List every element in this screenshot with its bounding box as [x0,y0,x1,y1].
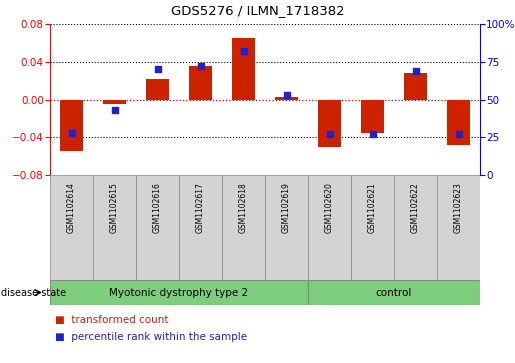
Text: GSM1102615: GSM1102615 [110,182,119,233]
Point [282,92,290,98]
Text: ■  transformed count: ■ transformed count [55,315,168,325]
FancyBboxPatch shape [136,175,179,280]
FancyBboxPatch shape [351,175,394,280]
FancyBboxPatch shape [93,175,136,280]
Text: GSM1102619: GSM1102619 [282,182,291,233]
Text: GSM1102614: GSM1102614 [67,182,76,233]
Bar [447,99,470,145]
Point [153,66,162,72]
Point [325,131,334,137]
FancyBboxPatch shape [50,175,93,280]
Bar [102,99,126,104]
Text: control: control [376,287,412,298]
Bar [360,99,384,132]
Text: disease state: disease state [1,287,65,298]
FancyBboxPatch shape [394,175,437,280]
FancyBboxPatch shape [179,175,222,280]
Text: GSM1102621: GSM1102621 [368,182,377,233]
FancyBboxPatch shape [50,280,308,305]
FancyBboxPatch shape [437,175,480,280]
Bar [404,73,427,99]
Point [454,131,462,137]
Point [67,130,76,136]
Point [368,131,376,137]
Bar [146,79,169,99]
Text: ■  percentile rank within the sample: ■ percentile rank within the sample [55,332,247,342]
Text: Myotonic dystrophy type 2: Myotonic dystrophy type 2 [109,287,249,298]
Text: GSM1102620: GSM1102620 [325,182,334,233]
Bar [188,66,212,99]
Bar [274,97,298,99]
Point [196,64,204,69]
Bar [318,99,341,147]
Bar [60,99,83,151]
Text: GDS5276 / ILMN_1718382: GDS5276 / ILMN_1718382 [170,4,345,17]
FancyBboxPatch shape [308,175,351,280]
FancyBboxPatch shape [308,280,480,305]
Text: GSM1102616: GSM1102616 [153,182,162,233]
Text: GSM1102622: GSM1102622 [411,182,420,233]
FancyBboxPatch shape [265,175,308,280]
Text: GSM1102618: GSM1102618 [239,182,248,233]
Point [239,48,248,54]
Text: GSM1102623: GSM1102623 [454,182,463,233]
Point [110,107,118,113]
Bar [232,38,255,99]
FancyBboxPatch shape [222,175,265,280]
Text: GSM1102617: GSM1102617 [196,182,205,233]
Point [411,68,420,74]
